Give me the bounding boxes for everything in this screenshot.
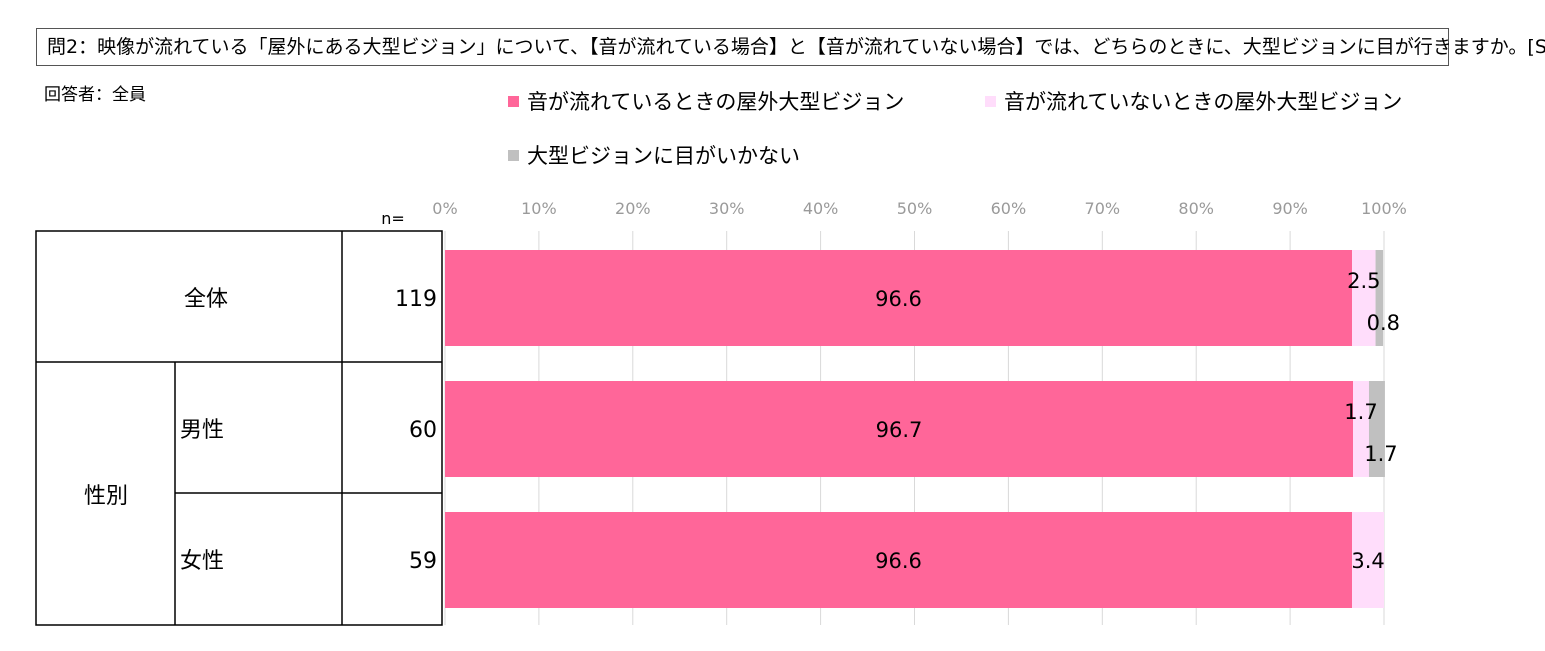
bar-segment-sound-on [445,512,1353,608]
data-label-no-look: 1.7 [1364,442,1397,466]
row-label-female: 女性 [180,549,224,574]
data-label-sound-off: 1.7 [1344,400,1377,424]
data-label-sound-on: 96.6 [875,287,922,311]
x-tick-label: 60% [991,199,1027,218]
n-header: n= [381,209,405,228]
legend-swatch-no-look [508,149,519,161]
legend-swatch-sound-on [508,95,519,107]
row-n-total: 119 [395,287,437,312]
legend-label-sound-on: 音が流れているときの屋外大型ビジョン [527,90,905,114]
bars [445,250,1385,608]
x-tick-label: 100% [1361,199,1407,218]
data-label-sound-on: 96.7 [876,418,923,442]
question-text: 問2：映像が流れている「屋外にある大型ビジョン」について、【音が流れている場合】… [36,28,1545,66]
x-tick-label: 0% [432,199,457,218]
legend-label-no-look: 大型ビジョンに目がいかない [527,144,800,168]
data-label-sound-off: 2.5 [1347,269,1380,293]
row-n-female: 59 [409,549,437,574]
x-tick-label: 30% [709,199,745,218]
x-tick-label: 40% [803,199,839,218]
x-tick-label: 10% [521,199,557,218]
row-label-male: 男性 [180,418,224,443]
data-label-no-look: 0.8 [1367,311,1400,335]
legend-item-sound-off: 音が流れていないときの屋外大型ビジョン [985,86,1402,116]
bar-segment-sound-off [1352,512,1384,608]
legend-swatch-sound-off [985,95,996,107]
x-tick-label: 20% [615,199,651,218]
x-tick-label: 80% [1178,199,1214,218]
data-labels: 96.6 2.5 0.8 96.7 1.7 1.7 96.6 3.4 [875,269,1400,573]
x-axis-ticks: 0% 10% 20% 30% 40% 50% 60% 70% 80% 90% 100% [432,199,1407,218]
row-label-total: 全体 [184,287,228,312]
x-tick-label: 70% [1085,199,1121,218]
bar-segment-no-look [1375,250,1384,346]
data-label-sound-off: 3.4 [1351,549,1384,573]
legend-item-no-look: 大型ビジョンに目がいかない [508,140,800,170]
legend-label-sound-off: 音が流れていないときの屋外大型ビジョン [1004,90,1403,114]
group-label-gender: 性別 [84,484,128,509]
row-n-male: 60 [409,418,437,443]
bar-segment-sound-off [1353,381,1369,477]
bar-segment-sound-off [1352,250,1376,346]
legend-item-sound-on: 音が流れているときの屋外大型ビジョン [508,86,904,116]
x-tick-label: 50% [897,199,933,218]
bar-segment-sound-on [445,250,1353,346]
data-label-sound-on: 96.6 [875,549,922,573]
bar-segment-sound-on [445,381,1354,477]
category-table [35,230,443,626]
x-tick-label: 90% [1272,199,1308,218]
respondents-label: 回答者：全員 [44,85,146,105]
bar-segment-no-look [1368,381,1385,477]
